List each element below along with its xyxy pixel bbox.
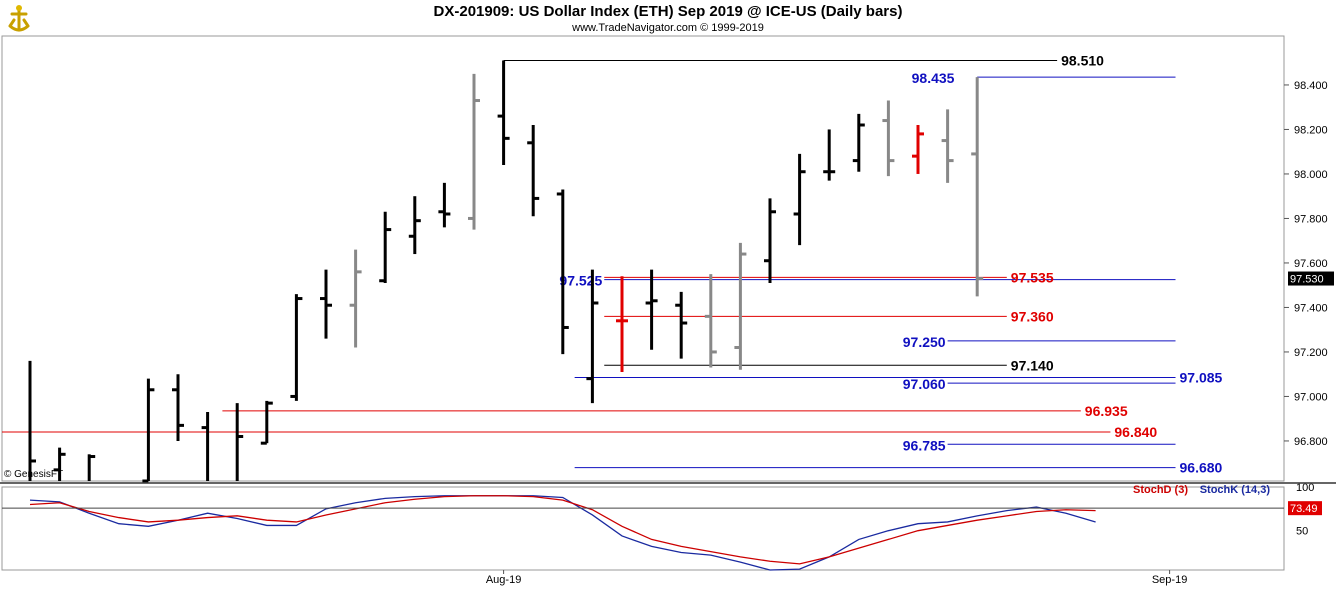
ohlc-bar [408,196,421,255]
ohlc-bar [912,125,924,174]
ohlc-bar [142,378,155,483]
ohlc-bar [734,242,747,370]
ohlc-bar [438,182,451,228]
stoch-y-label: 100 [1296,482,1314,494]
ohlc-bar [320,269,332,339]
ohlc-bar [260,400,273,445]
price-panel-border [1,35,1285,482]
ohlc-bar [172,374,184,441]
x-tick-label: Sep-19 [1152,574,1187,586]
y-tick-label: 98.000 [1294,169,1328,181]
last-price-label: 97.530 [1290,274,1324,286]
stoch-value-box [1288,501,1322,516]
ohlc-bar [556,189,569,355]
chart-frame [0,35,1336,571]
y-tick-label: 97.000 [1294,391,1328,403]
ohlc-bar [28,360,36,481]
y-tick-label: 97.800 [1294,213,1328,225]
ohlc-bar [468,73,480,230]
last-price-box [1288,271,1334,286]
ohlc-bar [882,100,895,177]
level-label: 96.935 [1085,403,1128,419]
ohlc-bar [527,125,540,217]
ohlc-bar [201,412,210,481]
ohlc-bar [764,198,776,283]
ohlc-bar [675,291,688,359]
stoch-line [29,495,1096,565]
ohlc-bar [349,249,362,348]
ohlc-bar [87,454,96,481]
legend-stochd: StochD (3) [1133,484,1188,496]
level-label: 97.535 [1011,269,1054,285]
price-levels: 98.510 98.435 97.525 97.535 97.360 97.250 97.1… [2,52,1223,476]
chart-title: DX-201909: US Dollar Index (ETH) Sep 201… [433,3,903,20]
level-label: 97.060 [903,376,946,392]
y-tick-label: 98.200 [1294,124,1328,136]
level-label: 97.525 [559,273,602,289]
ohlc-bar [971,77,984,297]
ohlc-bar [497,60,510,166]
ohlc-bar [704,274,717,368]
level-label: 96.680 [1180,460,1223,476]
x-tick-label: Aug-19 [486,574,521,586]
price-axis: 98.400 98.200 98.000 97.800 97.600 97.400 97.2… [1284,80,1334,448]
level-label: 96.840 [1114,424,1157,440]
y-tick-label: 98.400 [1294,80,1328,92]
stoch-y-label: 50 [1296,526,1308,538]
level-label: 97.140 [1011,357,1054,373]
level-label: 97.085 [1180,370,1223,386]
stoch-line [29,495,1096,571]
stochastic-panel: 100 50 73.49 StochD (3) StochK (14,3) [2,482,1322,571]
y-tick-label: 97.200 [1294,347,1328,359]
chart-subtitle: www.TradeNavigator.com © 1999-2019 [572,22,764,34]
ohlc-bar [290,294,303,401]
ohlc-bar [941,109,954,183]
level-label: 96.785 [903,437,946,453]
date-axis: Aug-19 Sep-19 [486,570,1187,586]
y-tick-label: 97.600 [1294,258,1328,270]
copyright-label: © GenesisFT [4,469,64,480]
ohlc-bars [28,60,984,483]
level-label: 97.250 [903,334,946,350]
legend-stochk: StochK (14,3) [1200,484,1271,496]
level-label: 98.510 [1061,52,1104,68]
ohlc-bar [616,276,628,372]
ohlc-bar [53,447,66,481]
y-tick-label: 97.400 [1294,302,1328,314]
stoch-panel-border [1,486,1285,571]
app-logo-icon [4,4,34,34]
ohlc-bar [793,153,806,246]
ohlc-bar [379,211,392,283]
ohlc-bar [235,403,244,481]
ohlc-bar [586,269,599,404]
ohlc-bar [823,129,836,181]
ohlc-bar [852,113,865,172]
ohlc-bar [645,269,658,350]
stoch-value-label: 73.49 [1290,503,1318,515]
level-label: 97.360 [1011,308,1054,324]
level-label: 98.435 [912,70,955,86]
y-tick-label: 96.800 [1294,436,1328,448]
